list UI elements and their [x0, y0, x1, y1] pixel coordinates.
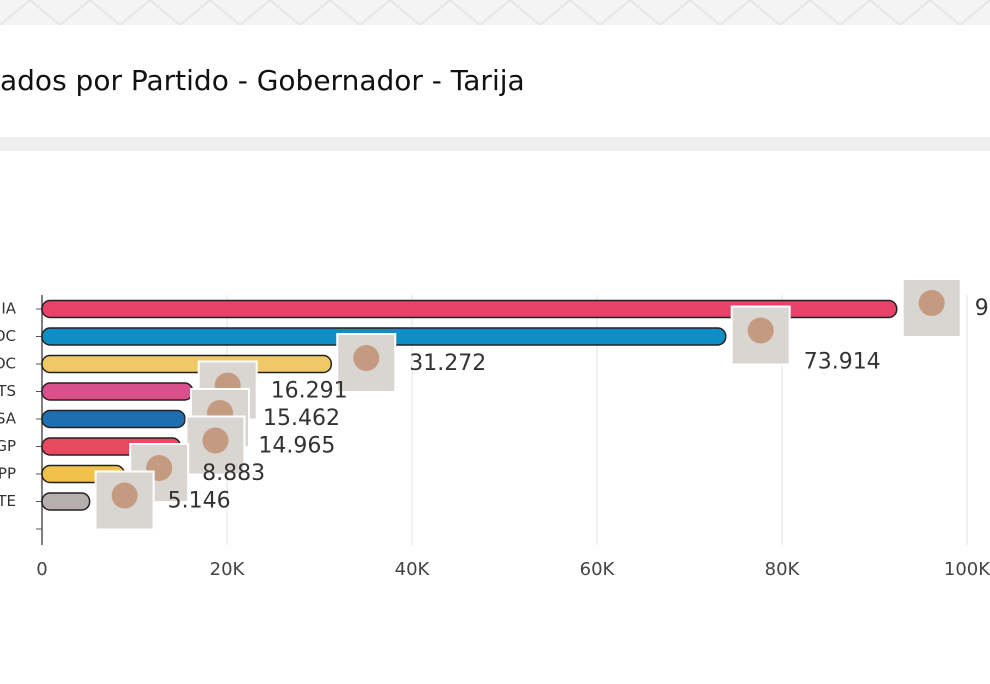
photo-face	[918, 290, 945, 316]
bar	[41, 409, 186, 429]
photo-face	[111, 482, 138, 509]
value-label: 5.146	[168, 489, 231, 514]
bar	[41, 382, 194, 401]
bar	[41, 492, 91, 511]
value-label: 9	[975, 296, 989, 321]
y-tick-label: OC	[0, 327, 16, 345]
candidate-photo	[901, 278, 962, 338]
photo-face	[353, 345, 380, 371]
photo-face	[202, 427, 229, 454]
x-tick-label: 100K	[944, 559, 990, 580]
divider	[0, 137, 990, 151]
y-tick-label: PP	[0, 465, 16, 483]
value-label: 73.914	[804, 350, 881, 375]
bar	[41, 299, 898, 319]
title-card	[0, 25, 990, 137]
value-label: 16.291	[271, 379, 348, 404]
x-tick-label: 60K	[580, 559, 616, 580]
y-tick-label: SA	[0, 410, 17, 428]
header-pattern	[0, 0, 990, 25]
x-tick-label: 20K	[210, 559, 246, 580]
photo-face	[747, 317, 774, 344]
y-tick-label: TE	[0, 492, 16, 510]
x-tick-label: 40K	[395, 559, 431, 580]
x-tick-label: 80K	[765, 559, 801, 580]
value-label: 15.462	[263, 406, 340, 431]
bar	[41, 354, 333, 374]
value-label: 31.272	[409, 351, 486, 376]
chart: 0 20K 40K 60K 80K 100K IA 9 OC 73.914 OC 31.272 TS 16…	[0, 278, 990, 580]
value-label: 14.965	[258, 434, 335, 459]
x-tick-label: 0	[36, 559, 47, 580]
y-tick-label: TS	[0, 382, 16, 400]
y-tick-label: OC	[0, 355, 16, 373]
chart-title: ados por Partido - Gobernador - Tarija	[0, 64, 525, 97]
y-tick-label: IA	[1, 300, 16, 318]
y-tick-label: GP	[0, 437, 16, 455]
value-label: 8.883	[202, 461, 265, 486]
